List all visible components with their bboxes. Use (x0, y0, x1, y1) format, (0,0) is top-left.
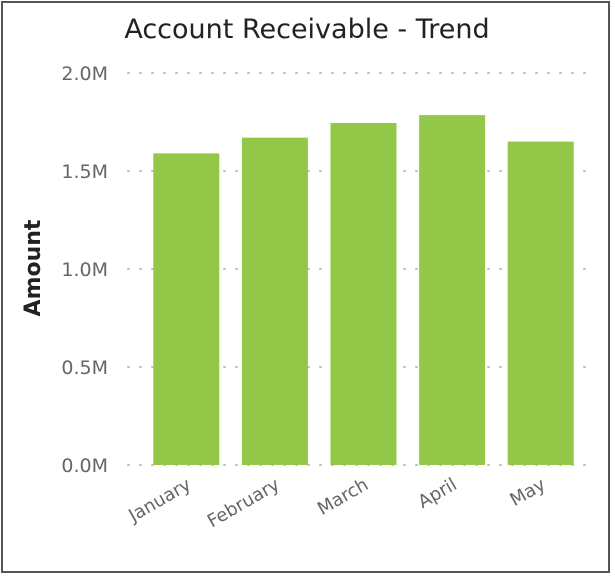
bar-january[interactable] (153, 153, 220, 466)
y-tick-label: 0.5M (61, 357, 108, 379)
x-tick-label: January (124, 474, 195, 527)
x-tick-label: March (314, 474, 372, 520)
x-tick-label: February (204, 474, 284, 532)
bar-february[interactable] (241, 137, 308, 465)
y-axis-label: Amount (21, 219, 46, 316)
x-tick-label: April (414, 474, 460, 513)
y-tick-label: 1.5M (61, 161, 108, 183)
chart-title: Account Receivable - Trend (124, 14, 489, 45)
y-tick-label: 2.0M (61, 63, 108, 85)
y-tick-label: 1.0M (61, 259, 108, 281)
bar-may[interactable] (507, 141, 574, 465)
bar-march[interactable] (330, 122, 397, 465)
x-tick-label: May (506, 474, 549, 511)
y-tick-label: 0.0M (61, 455, 108, 477)
bar-april[interactable] (419, 115, 486, 465)
